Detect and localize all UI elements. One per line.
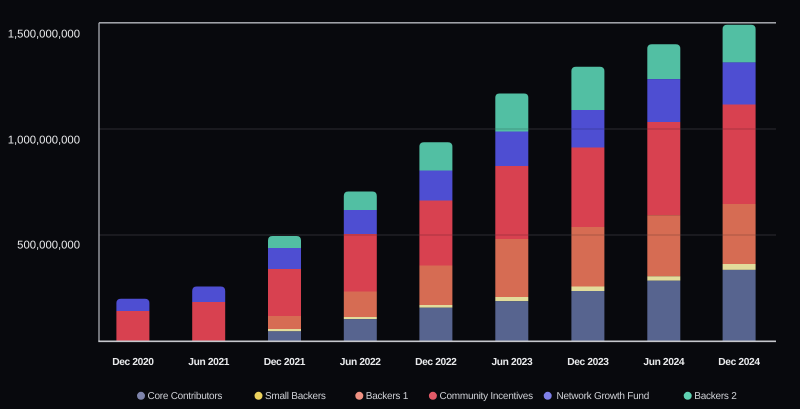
svg-text:1,500,000,000: 1,500,000,000	[8, 28, 80, 40]
svg-text:500,000,000: 500,000,000	[17, 240, 80, 252]
svg-text:1,000,000,000: 1,000,000,000	[8, 134, 80, 146]
svg-text:Jun 2022: Jun 2022	[340, 357, 381, 368]
svg-text:Backers 2: Backers 2	[694, 391, 737, 402]
svg-text:Jun 2021: Jun 2021	[188, 357, 229, 368]
svg-text:Network Growth Fund: Network Growth Fund	[557, 391, 650, 402]
svg-text:Dec 2024: Dec 2024	[718, 357, 760, 368]
svg-text:Dec 2023: Dec 2023	[567, 357, 609, 368]
svg-text:Small Backers: Small Backers	[265, 391, 326, 402]
svg-text:Jun 2024: Jun 2024	[643, 357, 684, 368]
svg-text:Dec 2020: Dec 2020	[112, 357, 154, 368]
svg-text:Community Incentives: Community Incentives	[440, 391, 534, 402]
svg-text:Jun 2023: Jun 2023	[491, 357, 532, 368]
svg-text:Dec 2021: Dec 2021	[264, 357, 306, 368]
svg-text:Core Contributors: Core Contributors	[148, 391, 223, 402]
svg-text:Backers 1: Backers 1	[366, 391, 409, 402]
svg-text:Dec 2022: Dec 2022	[415, 357, 457, 368]
